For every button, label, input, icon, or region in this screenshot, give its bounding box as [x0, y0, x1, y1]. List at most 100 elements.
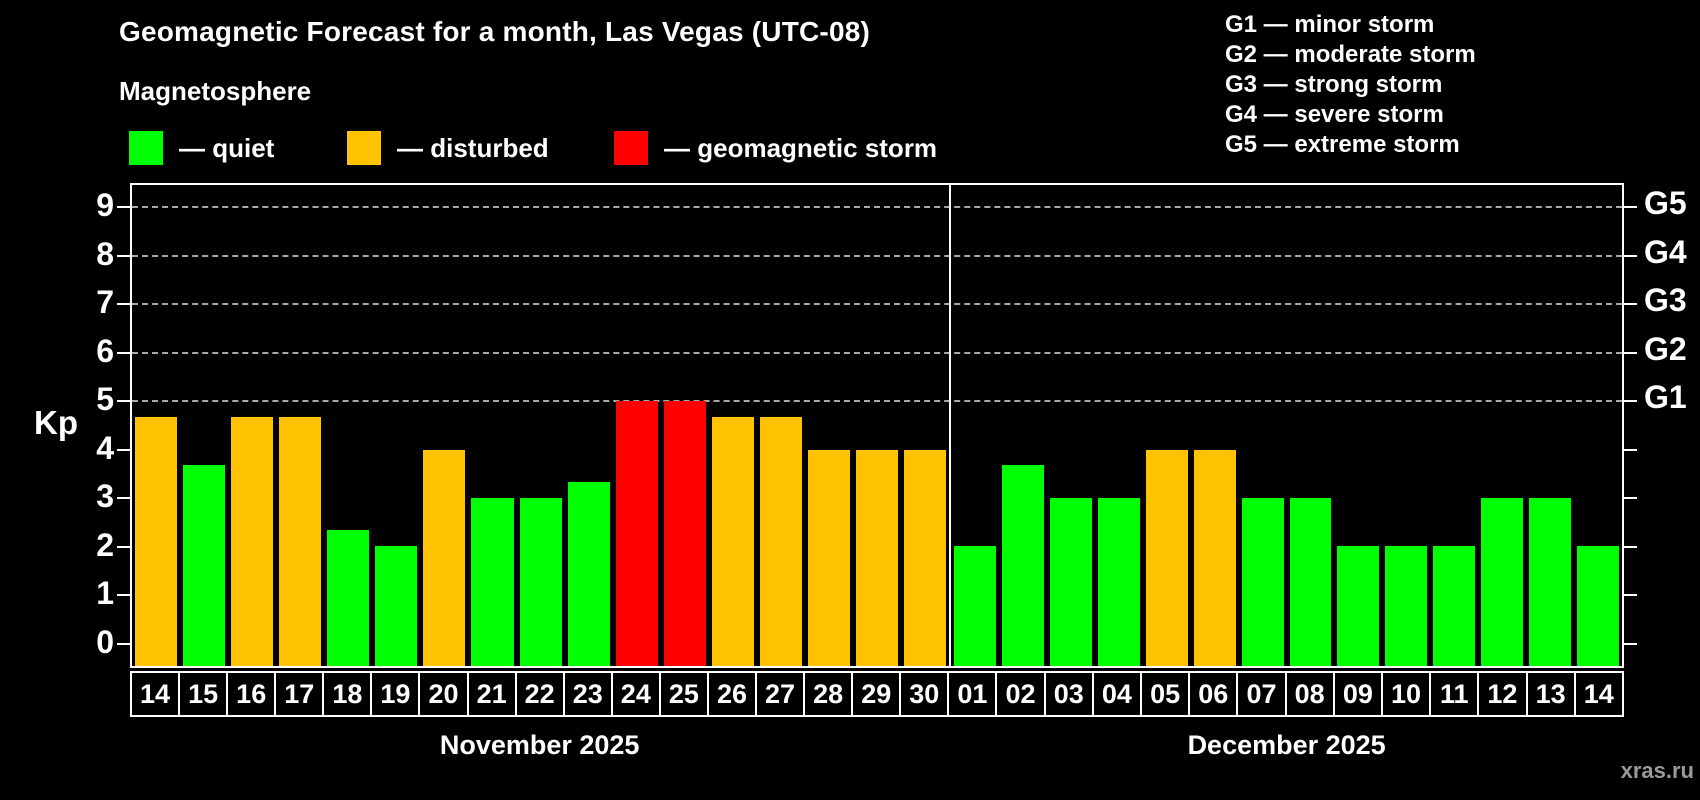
- gridline-kp9: [132, 206, 1622, 209]
- kp-bar: [1002, 465, 1044, 666]
- right-axis-tick: [1624, 206, 1637, 209]
- right-axis-tick: [1624, 497, 1637, 500]
- bar-slot-day-11: [1430, 185, 1478, 666]
- legend-label: — geomagnetic storm: [664, 132, 938, 163]
- bar-slot-day-17: [276, 185, 324, 666]
- legend-item-quiet: — quiet: [129, 130, 274, 166]
- y-axis-tick-label: 8: [96, 235, 114, 272]
- bar-slot-day-14: [132, 185, 180, 666]
- y-axis-tick: [117, 642, 130, 645]
- y-axis-tick: [117, 206, 130, 209]
- month-section-dates: 14 15 16 17 18 19 20 21 22 23 24 25 26 27 28 29 30: [130, 671, 950, 717]
- kp-bar: [423, 449, 466, 666]
- gridline-kp8: [132, 254, 1622, 257]
- bar-slot-day-07: [1239, 185, 1287, 666]
- y-axis-tick-label: 5: [96, 381, 114, 418]
- date-cell: 02: [995, 671, 1046, 717]
- date-cell: 30: [899, 671, 950, 717]
- bar-slot-day-26: [709, 185, 757, 666]
- kp-bar: [1193, 449, 1236, 666]
- date-cell: 27: [755, 671, 806, 717]
- bar-slot-day-08: [1287, 185, 1335, 666]
- bar-slot-day-16: [228, 185, 276, 666]
- bar-slot-day-02: [999, 185, 1047, 666]
- kp-bar: [471, 497, 514, 666]
- right-axis-tick: [1624, 400, 1637, 403]
- kp-bar: [855, 449, 898, 666]
- y-axis-tick-label: 7: [96, 284, 114, 321]
- kp-bar: [1577, 545, 1619, 666]
- bar-slot-day-15: [180, 185, 228, 666]
- bar-slot-day-24: [613, 185, 661, 666]
- date-cell: 16: [226, 671, 277, 717]
- y-axis-tick: [117, 351, 130, 354]
- bar-slot-day-13: [1526, 185, 1574, 666]
- kp-bar: [1385, 545, 1428, 666]
- bar-slot-day-10: [1382, 185, 1430, 666]
- g-legend-line: G2 — moderate storm: [1225, 41, 1476, 68]
- y-axis-tick: [117, 497, 130, 500]
- kp-bar: [954, 545, 997, 666]
- date-cell: 14: [1573, 671, 1624, 717]
- bar-slot-day-12: [1478, 185, 1526, 666]
- kp-bar: [1529, 497, 1572, 666]
- kp-bar: [904, 449, 947, 666]
- y-axis-tick-label: 9: [96, 187, 114, 224]
- date-cell: 17: [274, 671, 325, 717]
- y-axis-tick: [117, 303, 130, 306]
- bar-slot-day-23: [565, 185, 613, 666]
- kp-bar: [1433, 545, 1476, 666]
- g-legend-line: G3 — strong storm: [1225, 71, 1443, 98]
- kp-bar: [711, 417, 754, 666]
- y-axis-tick-label: 2: [96, 526, 114, 563]
- y-axis-tick: [117, 545, 130, 548]
- right-axis-tick: [1624, 545, 1637, 548]
- date-cell: 29: [851, 671, 902, 717]
- legend-item-storm: — geomagnetic storm: [614, 130, 937, 166]
- bar-slot-day-03: [1047, 185, 1095, 666]
- kp-bar: [1337, 545, 1380, 666]
- right-axis-tick: [1624, 642, 1637, 645]
- right-axis-tick: [1624, 594, 1637, 597]
- y-axis-tick-label: 0: [96, 623, 114, 660]
- right-axis-tick: [1624, 351, 1637, 354]
- bar-slot-day-04: [1095, 185, 1143, 666]
- bar-slot-day-14: [1574, 185, 1622, 666]
- y-axis-tick: [117, 400, 130, 403]
- y-axis-tick-label: 4: [96, 429, 114, 466]
- bar-slot-day-28: [805, 185, 853, 666]
- bar-slot-day-30: [901, 185, 949, 666]
- plot-area: [130, 183, 1624, 668]
- kp-bar: [135, 417, 178, 666]
- watermark: xras.ru: [1620, 758, 1694, 783]
- bar-slot-day-29: [853, 185, 901, 666]
- date-cell: 01: [947, 671, 998, 717]
- bar-slot-day-09: [1334, 185, 1382, 666]
- month-section-bars: [132, 185, 949, 666]
- y-axis-tick-label: 6: [96, 332, 114, 369]
- month-label: December 2025: [1187, 730, 1386, 760]
- month-section-bars: [949, 185, 1622, 666]
- gridline-kp5: [132, 400, 1622, 403]
- kp-bar: [519, 497, 562, 666]
- kp-bar: [231, 417, 274, 666]
- y-axis-tick-label: 1: [96, 575, 114, 612]
- date-cell: 05: [1140, 671, 1191, 717]
- g-legend-line: G4 — severe storm: [1225, 101, 1444, 128]
- g-legend-line: G1 — minor storm: [1225, 11, 1435, 38]
- bar-slot-day-22: [517, 185, 565, 666]
- disturbed-swatch-icon: [347, 131, 381, 165]
- legend-label: — disturbed: [397, 132, 549, 163]
- storm-swatch-icon: [614, 131, 648, 165]
- g-axis-label-G4: G4: [1644, 233, 1687, 270]
- bar-slot-day-25: [661, 185, 709, 666]
- gridline-kp7: [132, 303, 1622, 306]
- bar-slot-day-21: [468, 185, 516, 666]
- subtitle-magnetosphere: Magnetosphere: [119, 76, 312, 106]
- g-axis-label-G1: G1: [1644, 379, 1687, 416]
- month-label: November 2025: [439, 730, 640, 760]
- date-cell: 28: [803, 671, 854, 717]
- bar-slot-day-27: [757, 185, 805, 666]
- kp-bar: [279, 417, 322, 666]
- kp-bar: [615, 401, 658, 666]
